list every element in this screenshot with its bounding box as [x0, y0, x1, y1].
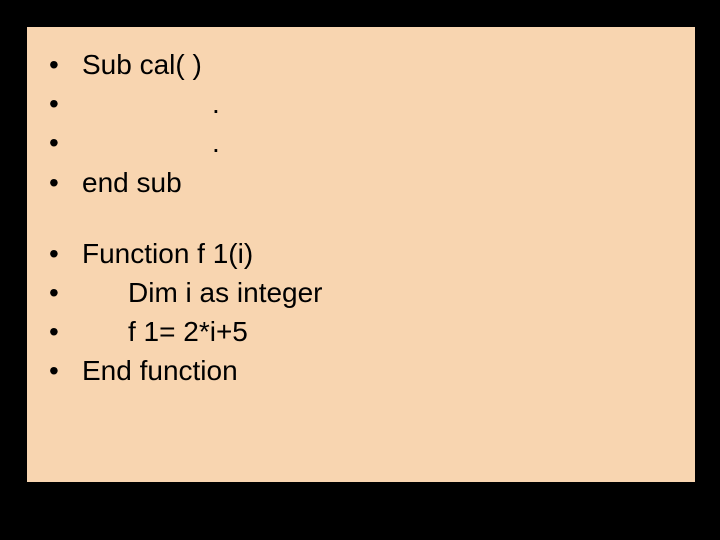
- code-text: f 1= 2*i+5: [82, 312, 248, 351]
- code-text: Sub cal( ): [82, 49, 202, 80]
- code-block-1: Sub cal( ) . . end sub: [27, 27, 695, 202]
- code-text: Dim i as integer: [82, 273, 323, 312]
- code-text: End function: [82, 355, 238, 386]
- code-line: .: [27, 123, 695, 162]
- code-line: f 1= 2*i+5: [27, 312, 695, 351]
- code-text: .: [82, 123, 220, 162]
- code-line: Dim i as integer: [27, 273, 695, 312]
- code-line: End function: [27, 351, 695, 390]
- code-line: end sub: [27, 163, 695, 202]
- code-line: .: [27, 84, 695, 123]
- code-text: .: [82, 84, 220, 123]
- block-gap: [27, 202, 695, 234]
- code-text: Function f 1(i): [82, 238, 253, 269]
- code-text: end sub: [82, 167, 182, 198]
- code-slide: Sub cal( ) . . end sub Function f 1(i) D…: [27, 27, 695, 482]
- code-line: Function f 1(i): [27, 234, 695, 273]
- code-block-2: Function f 1(i) Dim i as integer f 1= 2*…: [27, 234, 695, 391]
- code-line: Sub cal( ): [27, 45, 695, 84]
